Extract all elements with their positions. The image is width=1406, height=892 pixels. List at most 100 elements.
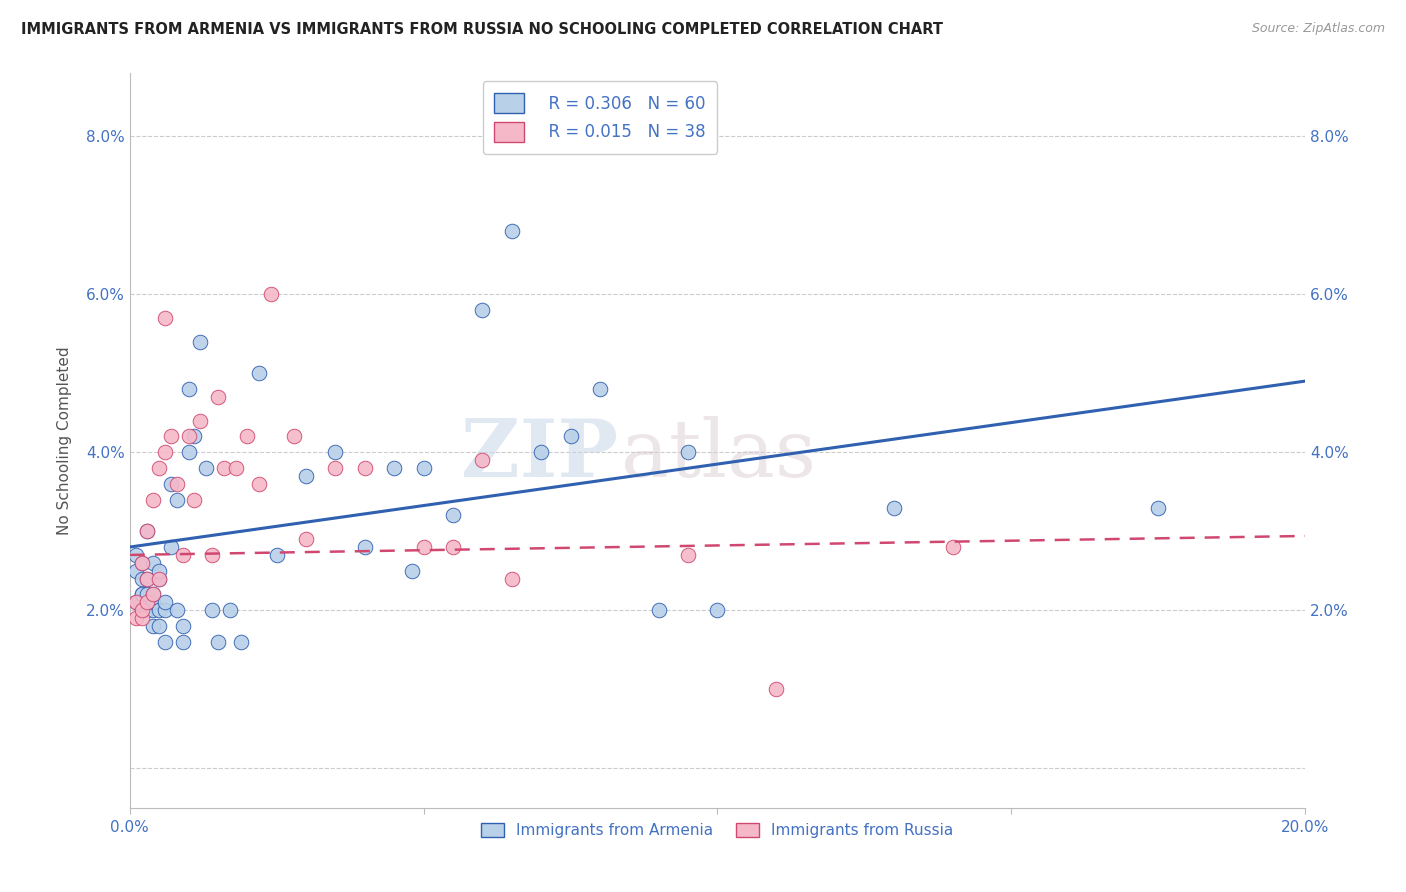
Point: [172, 635, 194, 649]
Point: [136, 587, 159, 601]
Point: [131, 587, 153, 601]
Text: IMMIGRANTS FROM ARMENIA VS IMMIGRANTS FROM RUSSIA NO SCHOOLING COMPLETED CORRELA: IMMIGRANTS FROM ARMENIA VS IMMIGRANTS FR…: [21, 22, 943, 37]
Point: [136, 572, 159, 586]
Point: [188, 334, 211, 349]
Point: [883, 500, 905, 515]
Legend: Immigrants from Armenia, Immigrants from Russia: Immigrants from Armenia, Immigrants from…: [475, 817, 960, 844]
Point: [125, 611, 148, 625]
Point: [131, 556, 153, 570]
Point: [501, 224, 523, 238]
Point: [142, 556, 165, 570]
Point: [401, 564, 423, 578]
Point: [166, 476, 188, 491]
Point: [125, 564, 148, 578]
Point: [201, 603, 224, 617]
Point: [325, 461, 347, 475]
Point: [142, 587, 165, 601]
Point: [153, 445, 176, 459]
Point: [941, 540, 963, 554]
Point: [354, 540, 377, 554]
Point: [125, 548, 148, 562]
Point: [676, 445, 699, 459]
Point: [148, 564, 170, 578]
Point: [136, 595, 159, 609]
Point: [441, 508, 464, 523]
Point: [142, 619, 165, 633]
Text: ZIP: ZIP: [461, 416, 617, 494]
Point: [148, 619, 170, 633]
Point: [166, 603, 188, 617]
Point: [136, 524, 159, 539]
Point: [231, 635, 253, 649]
Point: [131, 603, 153, 617]
Point: [153, 595, 176, 609]
Point: [125, 595, 148, 609]
Point: [177, 382, 200, 396]
Point: [131, 603, 153, 617]
Point: [765, 682, 787, 697]
Point: [125, 595, 148, 609]
Point: [136, 572, 159, 586]
Point: [441, 540, 464, 554]
Point: [207, 635, 229, 649]
Point: [183, 429, 205, 443]
Point: [412, 461, 434, 475]
Point: [153, 310, 176, 325]
Point: [188, 414, 211, 428]
Point: [148, 572, 170, 586]
Point: [207, 390, 229, 404]
Point: [131, 556, 153, 570]
Point: [136, 595, 159, 609]
Point: [501, 572, 523, 586]
Point: [148, 572, 170, 586]
Point: [212, 461, 235, 475]
Point: [153, 635, 176, 649]
Point: [136, 595, 159, 609]
Point: [676, 548, 699, 562]
Point: [172, 548, 194, 562]
Point: [295, 469, 318, 483]
Point: [201, 548, 224, 562]
Point: [142, 595, 165, 609]
Point: [172, 619, 194, 633]
Point: [160, 429, 183, 443]
Point: [183, 492, 205, 507]
Point: [136, 603, 159, 617]
Point: [160, 476, 183, 491]
Point: [354, 461, 377, 475]
Point: [142, 587, 165, 601]
Text: Source: ZipAtlas.com: Source: ZipAtlas.com: [1251, 22, 1385, 36]
Point: [218, 603, 240, 617]
Point: [283, 429, 305, 443]
Point: [131, 611, 153, 625]
Point: [195, 461, 218, 475]
Point: [142, 492, 165, 507]
Point: [530, 445, 553, 459]
Point: [1147, 500, 1170, 515]
Point: [177, 445, 200, 459]
Point: [225, 461, 247, 475]
Text: atlas: atlas: [621, 416, 817, 494]
Point: [589, 382, 612, 396]
Point: [412, 540, 434, 554]
Point: [153, 603, 176, 617]
Point: [236, 429, 259, 443]
Point: [471, 453, 494, 467]
Y-axis label: No Schooling Completed: No Schooling Completed: [58, 346, 72, 534]
Point: [177, 429, 200, 443]
Point: [247, 476, 270, 491]
Point: [471, 303, 494, 318]
Point: [131, 587, 153, 601]
Point: [266, 548, 288, 562]
Point: [560, 429, 582, 443]
Point: [325, 445, 347, 459]
Point: [166, 492, 188, 507]
Point: [148, 461, 170, 475]
Point: [706, 603, 728, 617]
Point: [131, 572, 153, 586]
Point: [247, 366, 270, 380]
Point: [295, 532, 318, 546]
Point: [260, 287, 283, 301]
Point: [160, 540, 183, 554]
Point: [382, 461, 405, 475]
